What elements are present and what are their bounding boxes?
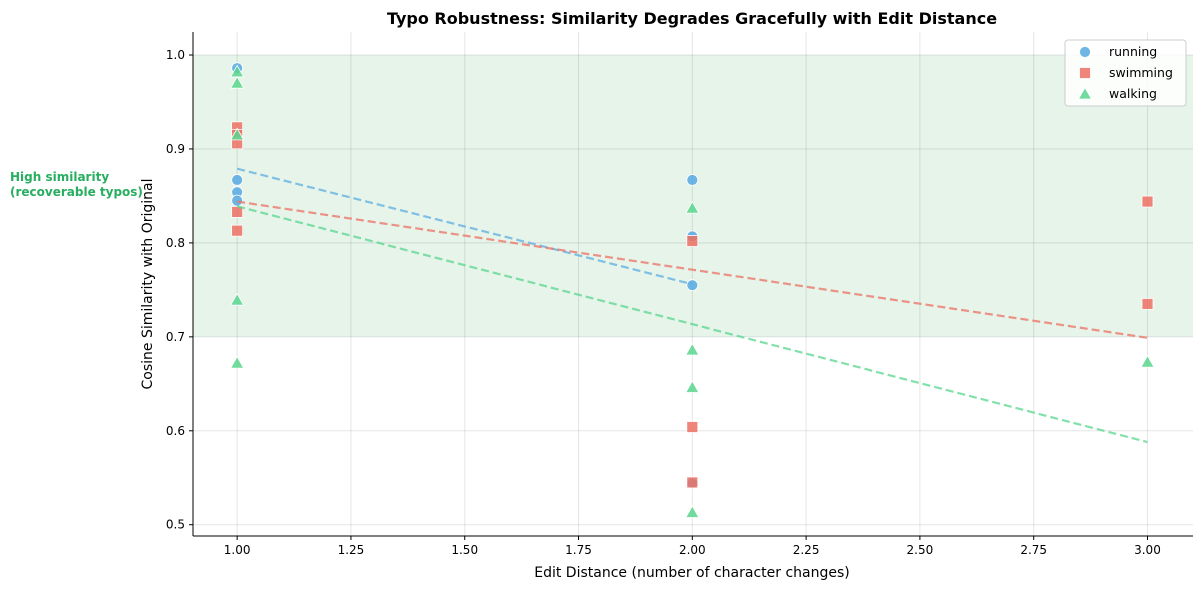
swimming-point	[231, 224, 244, 237]
chart-title: Typo Robustness: Similarity Degrades Gra…	[387, 9, 997, 28]
y-tick-label: 0.7	[166, 330, 185, 344]
legend-walking-label: walking	[1109, 86, 1157, 101]
y-tick-label: 0.6	[166, 424, 185, 438]
x-tick-label: 3.00	[1134, 543, 1161, 557]
walking-point	[229, 355, 245, 369]
walking-point	[685, 200, 700, 214]
legend-running-marker	[1079, 46, 1091, 58]
y-tick-label: 1.0	[166, 48, 185, 62]
walking-point	[685, 342, 700, 356]
walking-point	[229, 127, 245, 141]
x-tick-label: 2.50	[907, 543, 934, 557]
swimming-point	[686, 421, 699, 433]
x-tick-label: 2.75	[1020, 543, 1047, 557]
band-annotation: High similarity (recoverable typos)	[10, 170, 143, 199]
x-axis-label: Edit Distance (number of character chang…	[534, 565, 850, 581]
y-tick-label: 0.5	[166, 518, 185, 532]
walking-point	[1140, 354, 1155, 368]
x-tick-label: 2.25	[793, 543, 820, 557]
swimming-point	[686, 235, 699, 247]
legend-walking-marker	[1077, 86, 1093, 100]
running-point	[231, 174, 244, 186]
y-tick-label: 0.9	[166, 142, 185, 156]
band-annotation-line-2: (recoverable typos)	[10, 185, 143, 199]
y-axis-label: Cosine Similarity with Original	[140, 178, 156, 389]
walking-trend-line	[236, 205, 1148, 444]
x-tick-label: 1.50	[451, 543, 478, 557]
y-tick-label: 0.8	[166, 236, 185, 250]
x-tick-label: 1.25	[338, 543, 365, 557]
running-point	[686, 279, 699, 292]
swimming-point	[1141, 195, 1154, 208]
legend-swimming-marker	[1079, 67, 1091, 79]
running-point	[231, 194, 244, 207]
swimming-point	[686, 476, 699, 489]
legend-swimming-label: swimming	[1109, 65, 1173, 80]
legend-box	[1064, 39, 1187, 107]
legend-running-label: running	[1109, 44, 1157, 59]
x-tick-label: 1.00	[224, 543, 251, 557]
band-annotation-line-1: High similarity	[10, 170, 109, 184]
walking-point	[685, 380, 700, 393]
walking-point	[229, 292, 245, 306]
swimming-trend-line	[236, 200, 1148, 339]
running-point	[686, 174, 699, 186]
x-tick-label: 2.00	[679, 543, 706, 557]
walking-point	[685, 505, 700, 518]
walking-point	[229, 75, 245, 89]
running-trend-line	[236, 167, 693, 286]
x-tick-label: 1.75	[565, 543, 592, 557]
swimming-point	[1141, 298, 1154, 310]
